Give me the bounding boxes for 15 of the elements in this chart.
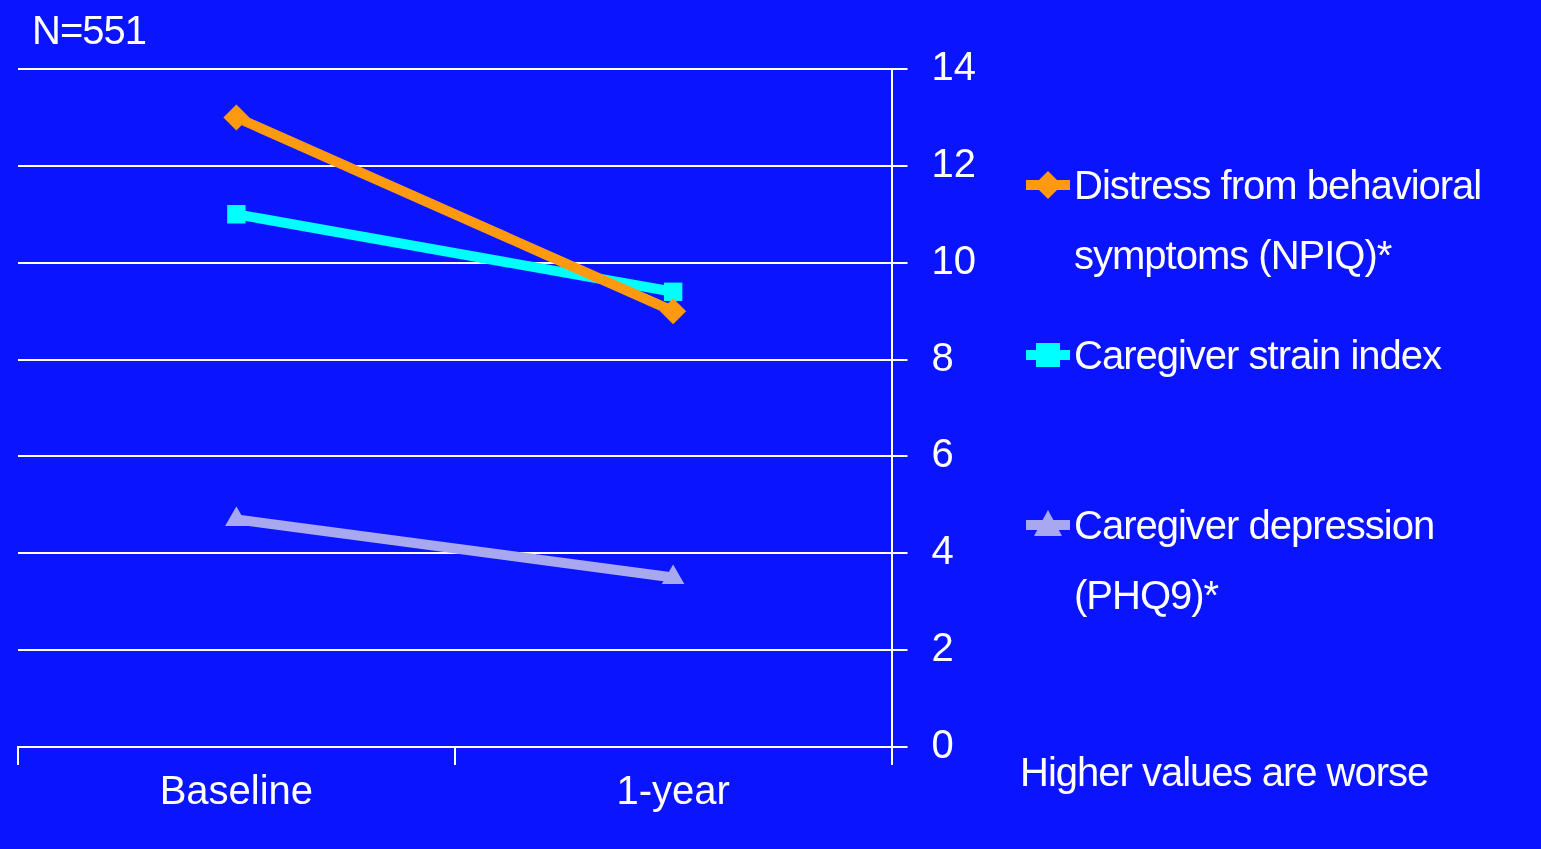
y-tick-label: 12 xyxy=(931,140,977,185)
y-tick-label: 8 xyxy=(931,334,954,379)
y-tick-label: 14 xyxy=(931,44,977,89)
text: Higher values are worse xyxy=(1020,750,1429,795)
x-tick-label: 1-year xyxy=(616,768,730,813)
x-tick-label: Baseline xyxy=(159,768,314,813)
y-tick-label: 6 xyxy=(931,431,954,476)
y-tick-label: 10 xyxy=(931,237,977,282)
text: N=551 xyxy=(32,8,146,53)
y-tick-label: 2 xyxy=(931,625,954,670)
y-tick-label: 0 xyxy=(931,722,954,767)
legend-label: Caregiver strain index xyxy=(1074,332,1442,379)
legend-label: Distress from behavioral symptoms (NPIQ)* xyxy=(1074,162,1483,279)
y-tick-label: 4 xyxy=(931,528,954,573)
legend-label: Caregiver depression (PHQ9)* xyxy=(1074,502,1436,619)
